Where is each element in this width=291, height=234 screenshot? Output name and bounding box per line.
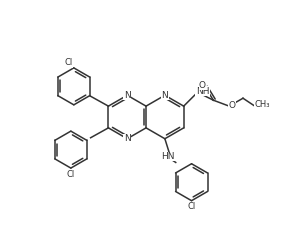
- Text: CH₃: CH₃: [254, 100, 269, 109]
- Text: HN: HN: [161, 152, 175, 161]
- Text: N: N: [124, 91, 131, 100]
- Text: NH: NH: [196, 87, 209, 96]
- Text: O: O: [199, 81, 206, 90]
- Text: N: N: [124, 134, 131, 143]
- Text: O: O: [229, 101, 236, 110]
- Text: Cl: Cl: [65, 58, 73, 67]
- Text: Cl: Cl: [187, 202, 196, 211]
- Text: Cl: Cl: [67, 169, 75, 179]
- Text: N: N: [162, 91, 168, 100]
